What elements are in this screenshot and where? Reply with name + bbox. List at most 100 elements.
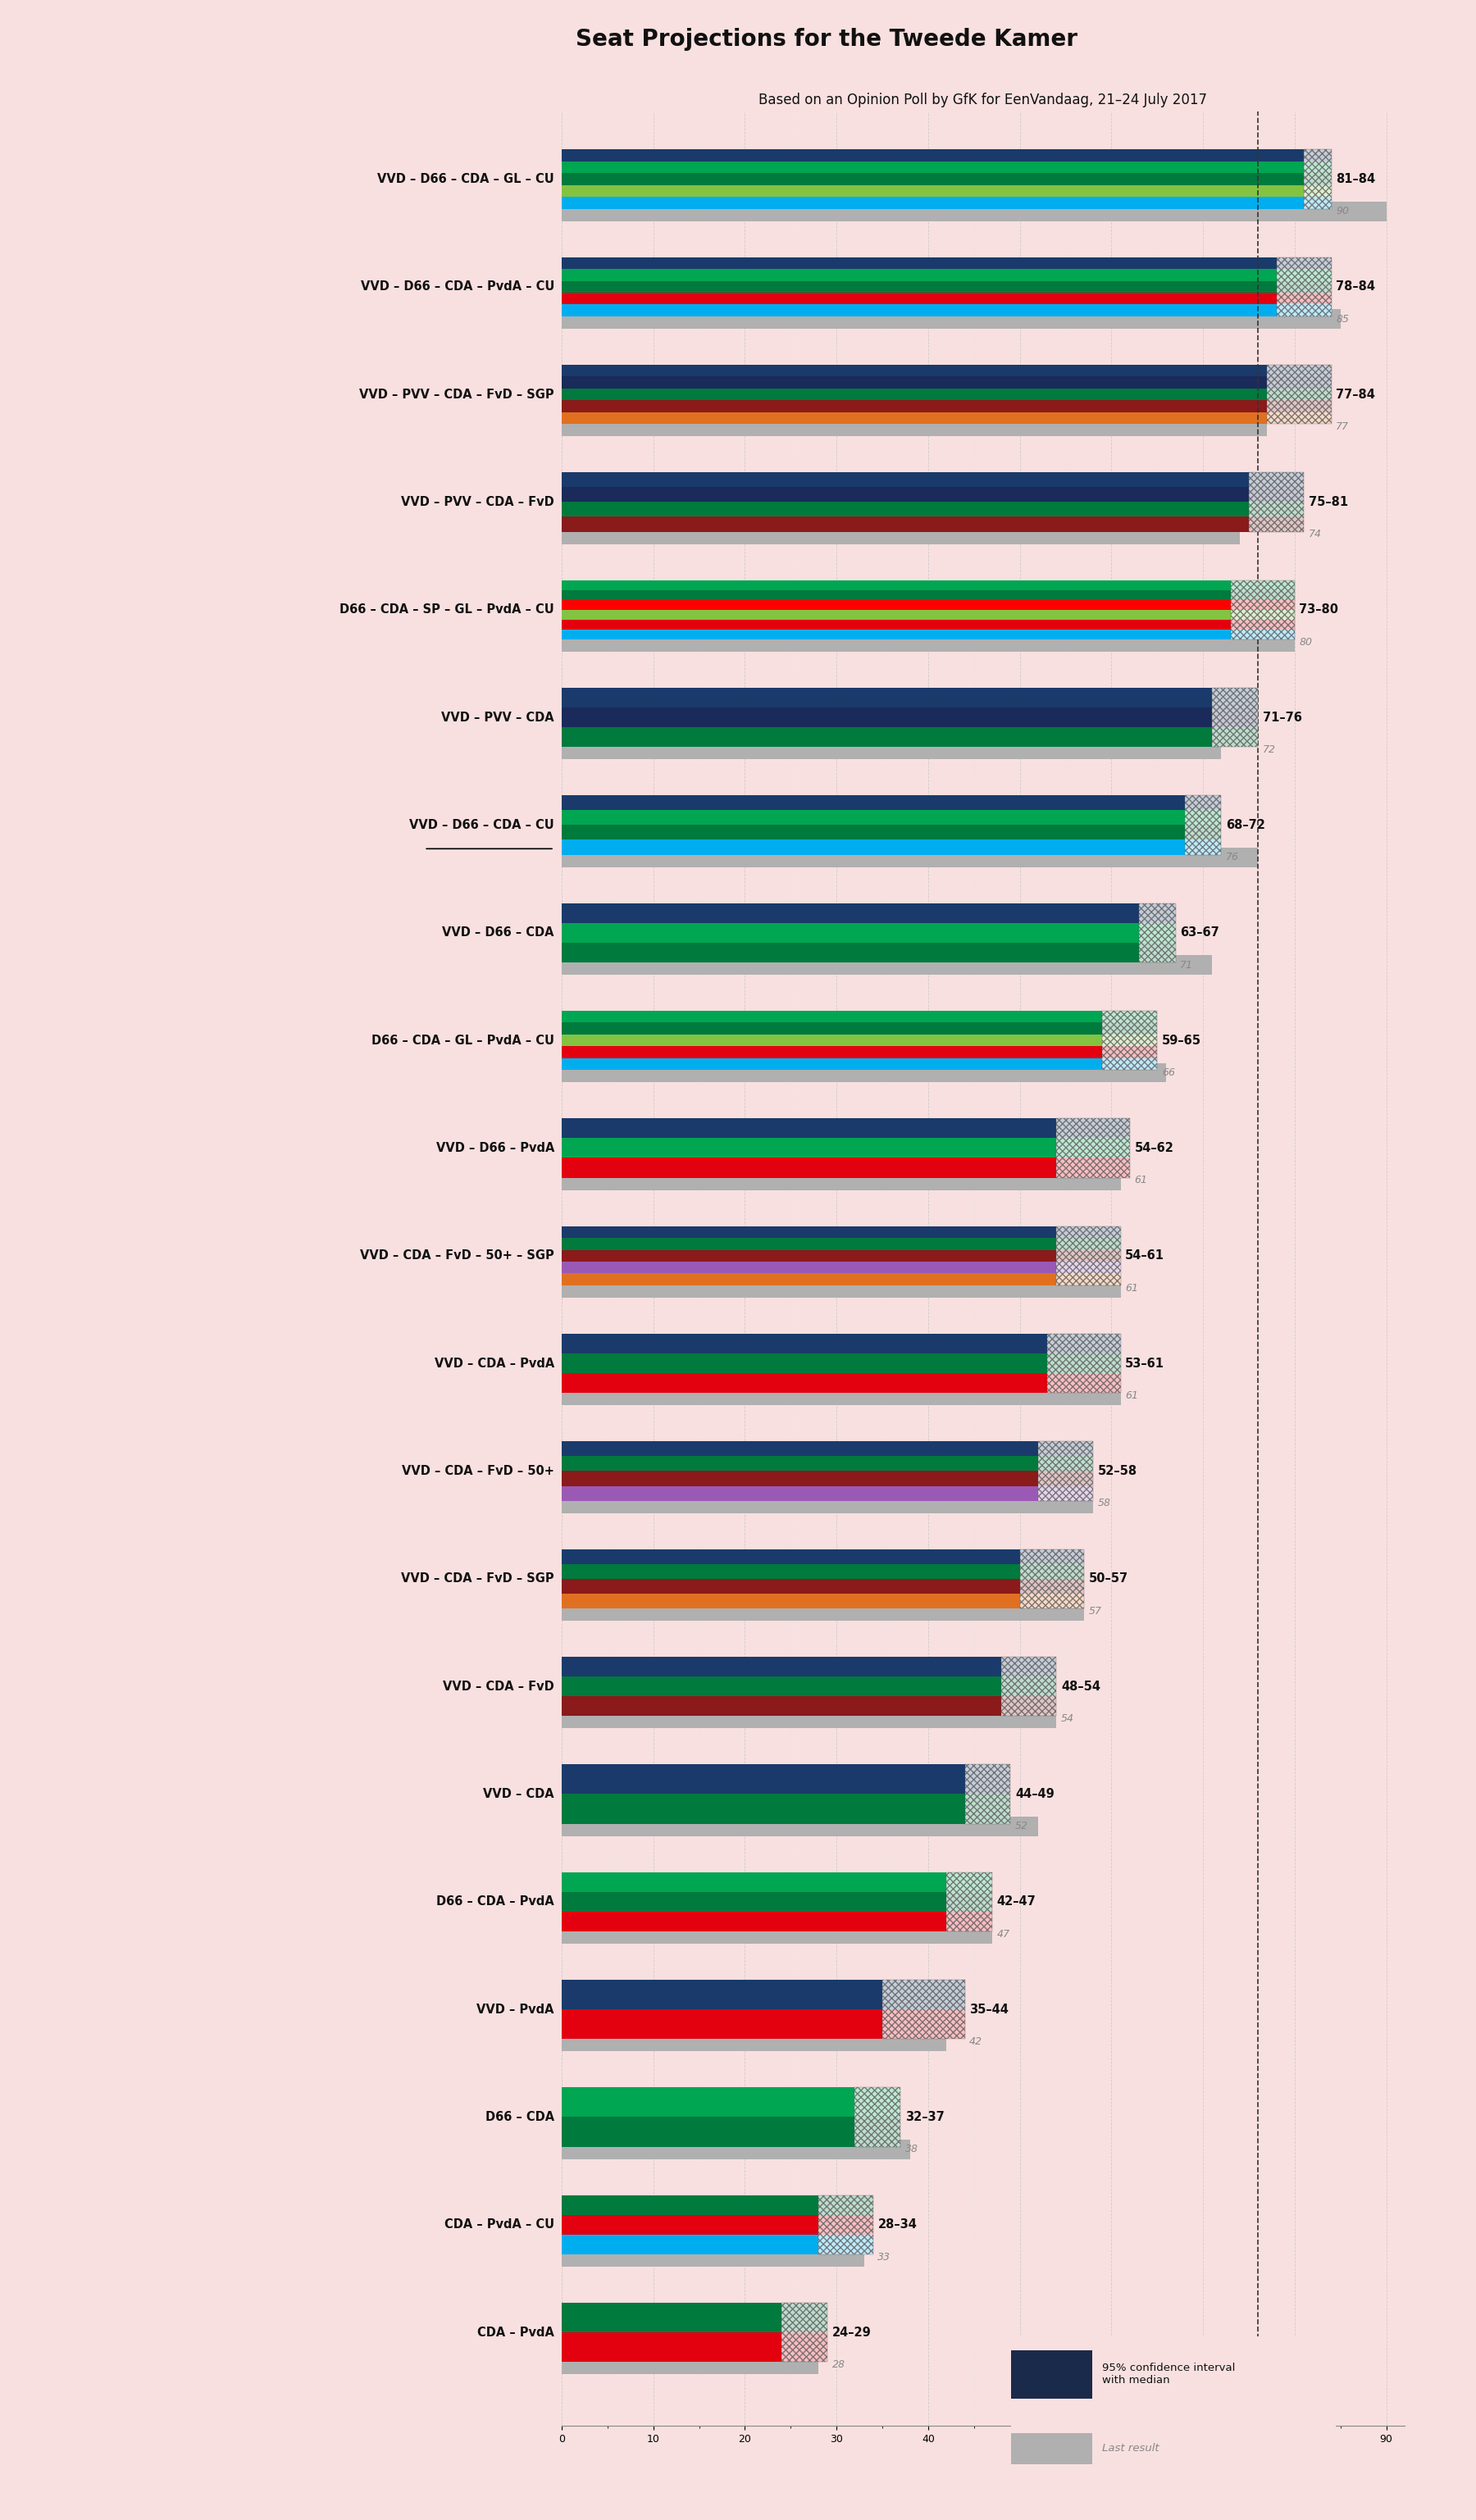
Text: D66 – CDA: D66 – CDA xyxy=(486,2112,555,2124)
Bar xyxy=(561,1353,1120,1373)
Text: 28: 28 xyxy=(832,2359,846,2369)
Bar xyxy=(561,824,1221,839)
Bar xyxy=(561,292,1331,305)
Text: 68–72: 68–72 xyxy=(1227,819,1265,832)
Bar xyxy=(561,1487,1094,1502)
Bar xyxy=(561,2139,909,2160)
Text: 63–67: 63–67 xyxy=(1181,927,1219,940)
Bar xyxy=(561,2087,900,2117)
Text: 53–61: 53–61 xyxy=(1125,1358,1165,1368)
Bar xyxy=(561,280,1331,292)
Text: Last result: Last result xyxy=(1103,2444,1159,2454)
Bar xyxy=(561,600,1294,610)
Bar xyxy=(561,2031,946,2051)
Bar xyxy=(1231,580,1294,640)
Bar xyxy=(561,1600,1083,1620)
Bar xyxy=(561,847,1258,867)
Text: 47: 47 xyxy=(996,1928,1010,1940)
Bar xyxy=(561,580,1294,590)
Text: VVD – D66 – PvdA: VVD – D66 – PvdA xyxy=(435,1142,555,1154)
Bar xyxy=(561,1046,1157,1058)
Text: 74: 74 xyxy=(1308,529,1321,539)
Text: 90: 90 xyxy=(1336,207,1349,217)
Bar xyxy=(561,1172,1120,1189)
Bar xyxy=(561,1011,1157,1023)
Bar xyxy=(1011,2434,1092,2465)
Text: 52: 52 xyxy=(1015,1822,1029,1832)
Text: 54–61: 54–61 xyxy=(1125,1250,1165,1263)
Bar xyxy=(561,2117,900,2147)
Bar xyxy=(561,184,1331,197)
Text: 42: 42 xyxy=(970,2036,983,2046)
Bar xyxy=(561,1227,1120,1237)
Bar xyxy=(561,2195,874,2215)
Text: 77: 77 xyxy=(1336,421,1349,431)
Bar xyxy=(561,1817,1038,1837)
Bar xyxy=(561,310,1340,328)
Bar xyxy=(561,401,1331,413)
Text: 71: 71 xyxy=(1181,960,1193,970)
Bar xyxy=(561,1913,992,1930)
Bar xyxy=(946,1872,992,1930)
Bar xyxy=(561,1373,1120,1394)
Title: Based on an Opinion Poll by GfK for EenVandaag, 21–24 July 2017: Based on an Opinion Poll by GfK for EenV… xyxy=(759,93,1207,108)
Bar xyxy=(1185,796,1221,854)
Text: 28–34: 28–34 xyxy=(878,2218,917,2230)
Bar xyxy=(1103,1011,1157,1071)
Text: 32–37: 32–37 xyxy=(905,2112,945,2124)
Bar xyxy=(561,1578,1083,1593)
Bar xyxy=(561,1981,965,2008)
Bar xyxy=(561,202,1386,222)
Bar xyxy=(855,2087,900,2147)
Bar xyxy=(561,620,1294,630)
Text: VVD – D66 – CDA – CU: VVD – D66 – CDA – CU xyxy=(409,819,555,832)
Text: 72: 72 xyxy=(1262,743,1275,756)
Bar xyxy=(561,728,1258,746)
Bar xyxy=(561,1278,1120,1298)
Bar xyxy=(561,1656,1057,1676)
Text: 71–76: 71–76 xyxy=(1262,711,1302,723)
Bar xyxy=(561,1273,1120,1285)
Bar xyxy=(561,1157,1129,1177)
Bar xyxy=(561,955,1212,975)
Bar xyxy=(561,1696,1057,1716)
Bar xyxy=(561,2334,828,2361)
Bar xyxy=(561,1593,1083,1608)
Text: 81–84: 81–84 xyxy=(1336,174,1376,184)
Bar xyxy=(561,1676,1057,1696)
Bar xyxy=(561,633,1294,653)
Bar xyxy=(561,1250,1120,1263)
Text: CDA – PvdA – CU: CDA – PvdA – CU xyxy=(444,2218,555,2230)
Bar xyxy=(561,375,1331,388)
Bar xyxy=(561,741,1221,759)
Bar xyxy=(883,1981,965,2039)
Bar xyxy=(561,524,1240,544)
Text: 61: 61 xyxy=(1125,1391,1138,1401)
Bar xyxy=(1020,1550,1083,1608)
Bar xyxy=(561,1794,1011,1824)
Bar xyxy=(561,590,1294,600)
Bar xyxy=(561,305,1331,318)
Bar xyxy=(1139,902,1175,963)
Bar xyxy=(1249,471,1303,532)
Bar xyxy=(561,2215,874,2235)
Bar xyxy=(561,365,1331,375)
Bar xyxy=(1011,2349,1092,2399)
Text: D66 – CDA – PvdA: D66 – CDA – PvdA xyxy=(437,1895,555,1908)
Bar xyxy=(561,1441,1094,1457)
Bar xyxy=(1001,1656,1057,1716)
Bar xyxy=(561,1063,1166,1084)
Text: 33: 33 xyxy=(878,2253,892,2263)
Bar xyxy=(561,1457,1094,1472)
Bar xyxy=(1212,688,1258,746)
Bar xyxy=(561,486,1303,501)
Bar xyxy=(561,161,1331,174)
Text: 42–47: 42–47 xyxy=(996,1895,1036,1908)
Bar xyxy=(561,1893,992,1913)
Text: VVD – CDA – FvD: VVD – CDA – FvD xyxy=(443,1681,555,1693)
Bar xyxy=(818,2195,874,2255)
Bar xyxy=(561,501,1303,517)
Text: D66 – CDA – GL – PvdA – CU: D66 – CDA – GL – PvdA – CU xyxy=(372,1033,555,1046)
Text: 52–58: 52–58 xyxy=(1098,1464,1137,1477)
Bar xyxy=(561,630,1294,640)
